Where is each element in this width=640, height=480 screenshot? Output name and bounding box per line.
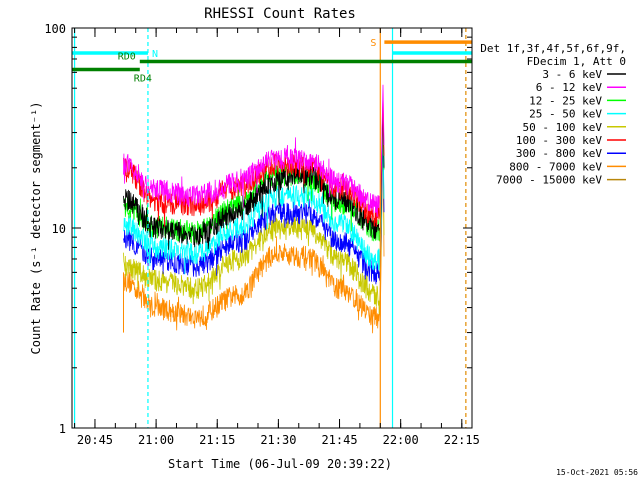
legend-info-line-1: Det 1f,3f,4f,5f,6f,9f,	[480, 42, 626, 55]
series-800-7000-kev-line	[123, 132, 385, 334]
state-bar-label-rd4: RD4	[134, 74, 152, 85]
series-12-25-kev-line	[123, 109, 385, 244]
y-tick-label: 10	[52, 222, 66, 236]
x-tick-label: 21:00	[138, 433, 174, 447]
x-tick-label: 22:15	[444, 433, 480, 447]
y-axis-label: Count Rate (s⁻¹ detector segment⁻¹)	[29, 102, 43, 355]
legend-label: 50 - 100 keV	[523, 121, 603, 134]
chart-title: RHESSI Count Rates	[204, 6, 356, 22]
timestamp: 15-Oct-2021 05:56	[556, 468, 638, 477]
legend-label: 25 - 50 keV	[529, 108, 602, 121]
x-tick-label: 21:30	[260, 433, 296, 447]
series-25-50-kev-line	[123, 132, 385, 275]
state-bar-label-n: N	[152, 49, 158, 60]
x-tick-label: 21:45	[321, 433, 357, 447]
series-50-100-kev-line	[123, 132, 385, 315]
legend-label: 7000 - 15000 keV	[496, 174, 602, 187]
legend-label: 6 - 12 keV	[536, 81, 603, 94]
legend-label: 800 - 7000 keV	[509, 160, 602, 173]
legend-info-line-2: FDecim 1, Att 0	[527, 55, 626, 68]
legend-label: 12 - 25 keV	[529, 94, 602, 107]
x-axis-label: Start Time (06-Jul-09 20:39:22)	[168, 457, 392, 471]
state-bar-label-rd0: RD0	[118, 51, 136, 62]
x-tick-label: 20:45	[77, 433, 113, 447]
x-tick-label: 22:00	[383, 433, 419, 447]
legend-label: 100 - 300 keV	[516, 134, 602, 147]
state-bar-label-s: S	[370, 38, 376, 49]
plot-frame	[71, 27, 473, 429]
legend-label: 300 - 800 keV	[516, 147, 602, 160]
y-tick-label: 1	[59, 422, 66, 436]
series-6-12-kev-line	[123, 84, 385, 217]
x-tick-label: 21:15	[199, 433, 235, 447]
legend-label: 3 - 6 keV	[542, 68, 602, 81]
series-3-6-kev-line	[123, 107, 385, 250]
y-tick-label: 100	[44, 22, 66, 36]
